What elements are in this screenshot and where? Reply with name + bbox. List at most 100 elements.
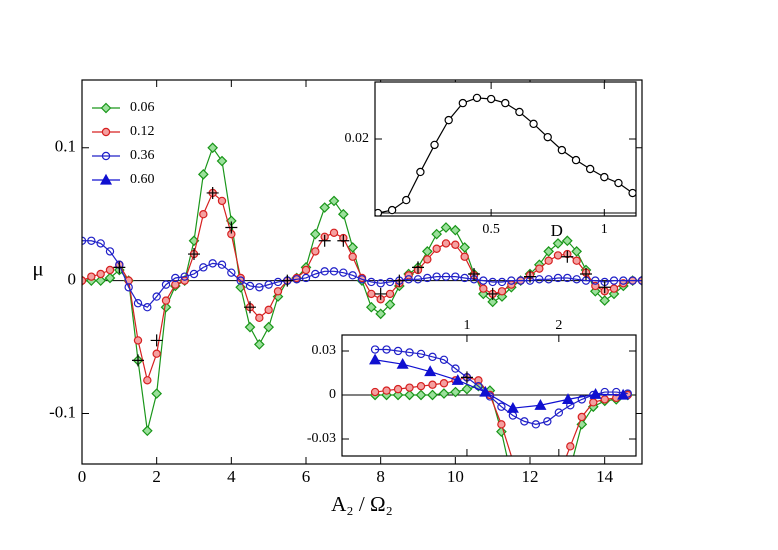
marker <box>133 299 143 308</box>
marker <box>543 132 552 142</box>
marker <box>423 273 432 283</box>
marker <box>508 478 517 487</box>
marker <box>199 263 208 272</box>
marker <box>619 276 628 285</box>
marker <box>416 349 426 359</box>
marker <box>532 501 539 508</box>
marker <box>141 425 153 437</box>
marker <box>451 374 464 385</box>
marker <box>124 283 133 292</box>
marker <box>301 273 311 283</box>
marker <box>311 247 320 256</box>
marker <box>554 408 564 417</box>
marker <box>264 280 273 289</box>
marker <box>255 313 264 323</box>
marker <box>561 250 574 263</box>
marker <box>451 272 460 281</box>
marker <box>516 276 525 285</box>
marker <box>497 402 506 411</box>
marker <box>458 98 468 108</box>
marker <box>451 240 460 249</box>
marker <box>571 155 581 165</box>
marker <box>369 353 382 365</box>
marker <box>337 234 350 247</box>
series-line <box>374 359 624 409</box>
marker <box>459 242 471 253</box>
marker <box>95 275 107 286</box>
marker <box>132 354 144 367</box>
plot-area <box>82 142 642 437</box>
marker <box>431 228 443 240</box>
marker <box>423 255 432 264</box>
marker <box>531 420 541 429</box>
marker <box>387 205 397 215</box>
marker <box>292 275 301 284</box>
marker <box>415 389 427 401</box>
marker <box>319 202 331 213</box>
marker <box>441 239 451 248</box>
marker <box>553 273 563 283</box>
y-tick-label: 0.02 <box>345 131 370 146</box>
marker <box>472 93 482 103</box>
x-tick-label: 12 <box>522 467 539 486</box>
x-tick-label: 0.5 <box>482 222 500 237</box>
marker <box>188 248 200 261</box>
marker <box>474 381 483 391</box>
marker <box>404 389 415 401</box>
marker <box>428 352 437 362</box>
legend-marker <box>101 127 111 137</box>
marker <box>628 276 637 285</box>
marker <box>440 222 452 233</box>
marker <box>427 389 438 401</box>
marker <box>529 119 538 129</box>
marker <box>524 270 536 283</box>
legend-label: 0.12 <box>130 124 155 139</box>
marker <box>441 272 451 281</box>
marker <box>245 281 255 291</box>
legend-marker <box>99 173 113 185</box>
marker <box>488 277 497 287</box>
marker <box>393 346 403 356</box>
marker <box>501 98 510 108</box>
marker <box>520 417 529 426</box>
marker <box>348 271 357 280</box>
plot-frame <box>341 334 637 457</box>
marker <box>637 276 642 285</box>
x-tick-label: 2 <box>152 467 161 486</box>
plot-frame <box>374 81 637 217</box>
marker <box>402 195 411 205</box>
marker <box>376 279 385 288</box>
marker <box>367 289 376 299</box>
marker <box>385 277 395 287</box>
marker <box>591 276 600 285</box>
marker <box>367 277 376 287</box>
marker <box>263 321 275 333</box>
x-tick-label: 10 <box>447 467 464 486</box>
marker <box>544 275 553 284</box>
marker <box>424 365 437 377</box>
legend-marker <box>100 102 112 114</box>
marker <box>217 196 227 206</box>
marker <box>468 267 480 280</box>
legend-label: 0.06 <box>130 100 155 115</box>
marker <box>444 115 453 125</box>
y-tick-label: 0.1 <box>55 137 76 156</box>
marker <box>160 301 172 313</box>
marker <box>438 388 450 399</box>
marker <box>339 268 348 277</box>
marker <box>365 301 377 313</box>
marker <box>197 168 209 180</box>
marker <box>105 265 115 275</box>
marker <box>150 334 163 347</box>
marker <box>412 261 424 274</box>
marker <box>428 380 437 389</box>
marker <box>589 388 602 399</box>
marker <box>189 269 199 279</box>
marker <box>619 279 628 288</box>
marker <box>479 284 488 293</box>
marker <box>405 348 414 357</box>
marker <box>535 264 544 273</box>
marker <box>572 275 581 284</box>
marker <box>544 494 551 501</box>
marker <box>543 246 555 257</box>
